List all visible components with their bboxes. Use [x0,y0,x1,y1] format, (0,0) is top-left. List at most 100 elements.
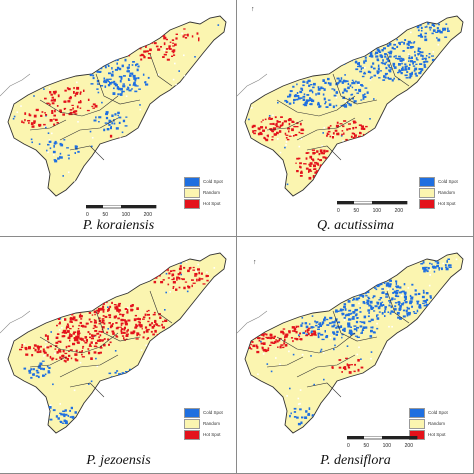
scale-tick: 0 [337,208,340,214]
province-boundary [39,95,119,117]
neighbor-boundary [0,73,31,97]
province-boundary [59,354,119,378]
legend-label: Cold Spot [203,179,223,184]
legend-label: Hot Spot [203,201,221,206]
panel-p-densiflora: ↑ Cold Spot Random Hot Spot 0 50 100 200 P.… [237,237,474,474]
legend-item-random: Random [409,418,448,429]
legend-label: Random [438,190,456,195]
legend-label: Hot Spot [428,432,446,437]
scale-tick: 100 [382,443,391,449]
country-outline [7,252,227,434]
scale-tick: 0 [347,443,350,449]
legend-label: Hot Spot [438,201,456,206]
panel-caption: P. densiflora [320,453,391,468]
legend-swatch [184,187,200,198]
province-boundary [29,356,67,368]
legend-item-cold: Cold Spot [419,176,458,187]
province-boundary [306,382,342,398]
province-boundary [69,145,105,161]
legend-label: Random [428,421,446,426]
legend-item-hot: Hot Spot [419,198,458,209]
country-outline [244,252,464,434]
map-layer [237,252,464,434]
legend-swatch [419,198,435,209]
legend-item-random: Random [184,418,223,429]
scale-tick: 50 [102,212,108,218]
country-outline [244,15,464,197]
scale-tick: 200 [404,443,413,449]
legend-swatch [184,198,200,209]
legend-swatch [419,176,435,187]
map-layer [0,252,227,434]
map-legend: Cold Spot Random Hot Spot [184,176,223,209]
neighbor-boundary [237,73,268,97]
legend-swatch [184,418,200,429]
province-boundary [386,53,410,87]
neighbor-boundary [237,310,268,334]
province-boundary [266,356,304,368]
legend-label: Random [203,190,221,195]
neighbor-boundary [0,310,31,334]
legend-item-hot: Hot Spot [184,429,223,440]
scale-bar: 0 50 100 200 [346,435,419,449]
north-arrow-icon: ↑ [251,6,255,13]
map-p-densiflora [237,252,464,434]
country-outline [7,15,227,197]
province-boundary [69,382,105,398]
map-p-jezoensis [0,252,227,434]
scale-tick: 50 [353,208,359,214]
map-p-koraiensis [0,15,227,197]
panel-caption: P. koraiensis [82,218,155,233]
legend-item-cold: Cold Spot [184,407,223,418]
province-boundary [296,117,356,141]
legend-item-cold: Cold Spot [184,176,223,187]
scale-bar-graphic [85,204,157,209]
map-q-acutissima [237,15,464,197]
scale-tick: 200 [394,208,403,214]
scale-bar-graphic [346,435,418,440]
north-arrow-icon: ↑ [253,259,257,266]
province-boundary [276,95,356,117]
province-boundary [149,290,173,324]
legend-swatch [184,407,200,418]
province-boundary [149,53,173,87]
map-layer [0,15,227,197]
legend-swatch [409,418,425,429]
province-boundary [332,73,378,105]
legend-label: Cold Spot [438,179,458,184]
province-boundary [95,310,141,342]
legend-label: Random [203,421,221,426]
province-boundary [95,73,141,105]
legend-swatch [184,176,200,187]
panel-q-acutissima: ↑ Cold Spot Random Hot Spot 0 50 100 200 Q.… [237,0,474,237]
scale-tick: 100 [372,208,381,214]
map-layer [237,15,464,197]
scale-tick: 0 [86,212,89,218]
scale-tick: 100 [121,212,130,218]
province-boundary [266,119,304,131]
panel-p-koraiensis: Cold Spot Random Hot Spot 0 50 100 200 P. k… [0,0,237,237]
panel-caption: P. jezoensis [86,453,151,468]
legend-item-random: Random [419,187,458,198]
map-legend: Cold Spot Random Hot Spot [419,176,458,209]
province-boundary [306,145,342,161]
legend-swatch [409,407,425,418]
province-boundary [386,290,410,324]
scale-bar-graphic [336,200,408,205]
legend-item-hot: Hot Spot [184,198,223,209]
legend-swatch [419,187,435,198]
legend-item-cold: Cold Spot [409,407,448,418]
scale-tick: 200 [143,212,152,218]
scale-tick: 50 [363,443,369,449]
province-boundary [39,332,119,354]
legend-label: Cold Spot [203,410,223,415]
scale-bar: 0 50 100 200 [85,204,158,218]
scale-bar: 0 50 100 200 [336,200,409,214]
province-boundary [332,310,378,342]
legend-label: Cold Spot [428,410,448,415]
legend-label: Hot Spot [203,432,221,437]
province-boundary [59,117,119,141]
panel-p-jezoensis: Cold Spot Random Hot Spot P. jezoensis [0,237,237,474]
panel-caption: Q. acutissima [317,218,394,233]
province-boundary [296,354,356,378]
